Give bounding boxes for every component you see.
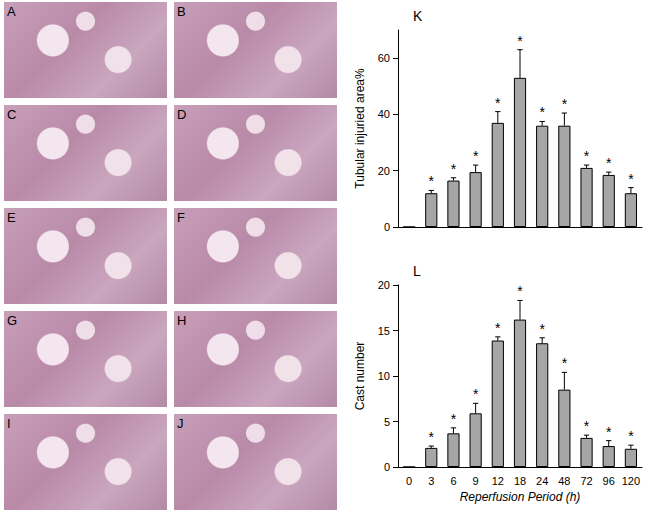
- svg-text:24: 24: [536, 475, 548, 487]
- svg-text:10: 10: [378, 370, 390, 382]
- svg-text:*: *: [451, 411, 457, 427]
- svg-text:Reperfusion Period (h): Reperfusion Period (h): [460, 490, 581, 504]
- html-text:J: J: [177, 416, 184, 431]
- html-text:A: A: [7, 4, 16, 19]
- svg-text:L: L: [413, 263, 421, 279]
- html-text:H: H: [177, 313, 187, 328]
- svg-text:*: *: [562, 355, 568, 371]
- svg-text:0: 0: [384, 461, 390, 473]
- svg-text:*: *: [628, 171, 634, 187]
- html-text:F: F: [177, 210, 185, 225]
- svg-text:K: K: [413, 8, 423, 24]
- svg-text:Cast number: Cast number: [353, 342, 367, 411]
- html-text:B: B: [177, 4, 186, 19]
- html-text:C: C: [7, 107, 17, 122]
- svg-text:*: *: [473, 148, 479, 164]
- svg-text:*: *: [606, 155, 612, 171]
- svg-text:*: *: [429, 429, 435, 445]
- svg-text:*: *: [473, 386, 479, 402]
- svg-text:120: 120: [622, 475, 640, 487]
- svg-text:96: 96: [603, 475, 615, 487]
- svg-text:*: *: [495, 320, 501, 336]
- svg-text:*: *: [517, 283, 523, 299]
- svg-text:0: 0: [384, 221, 390, 233]
- html-text:E: E: [7, 210, 16, 225]
- svg-text:*: *: [429, 173, 435, 189]
- svg-text:12: 12: [492, 475, 504, 487]
- html-text:D: D: [177, 107, 187, 122]
- svg-text:15: 15: [378, 325, 390, 337]
- svg-text:6: 6: [450, 475, 456, 487]
- svg-text:3: 3: [428, 475, 434, 487]
- svg-text:20: 20: [378, 165, 390, 177]
- html-text:I: I: [7, 416, 11, 431]
- svg-text:0: 0: [406, 475, 412, 487]
- svg-text:40: 40: [378, 108, 390, 120]
- svg-text:9: 9: [473, 475, 479, 487]
- svg-text:*: *: [606, 424, 612, 440]
- svg-text:48: 48: [558, 475, 570, 487]
- svg-text:*: *: [584, 418, 590, 434]
- svg-text:*: *: [562, 96, 568, 112]
- svg-text:*: *: [539, 321, 545, 337]
- svg-text:*: *: [628, 428, 634, 444]
- svg-text:*: *: [451, 161, 457, 177]
- svg-text:*: *: [584, 148, 590, 164]
- html-text:G: G: [7, 313, 18, 328]
- svg-text:Tubular injuried area%: Tubular injuried area%: [353, 68, 367, 189]
- svg-text:60: 60: [378, 52, 390, 64]
- svg-text:*: *: [517, 33, 523, 49]
- svg-text:18: 18: [514, 475, 526, 487]
- svg-text:5: 5: [384, 416, 390, 428]
- svg-text:*: *: [539, 104, 545, 120]
- svg-text:20: 20: [378, 279, 390, 291]
- svg-text:*: *: [495, 95, 501, 111]
- svg-text:72: 72: [580, 475, 592, 487]
